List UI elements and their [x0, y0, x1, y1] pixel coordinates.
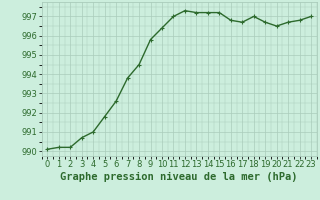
X-axis label: Graphe pression niveau de la mer (hPa): Graphe pression niveau de la mer (hPa) [60, 172, 298, 182]
